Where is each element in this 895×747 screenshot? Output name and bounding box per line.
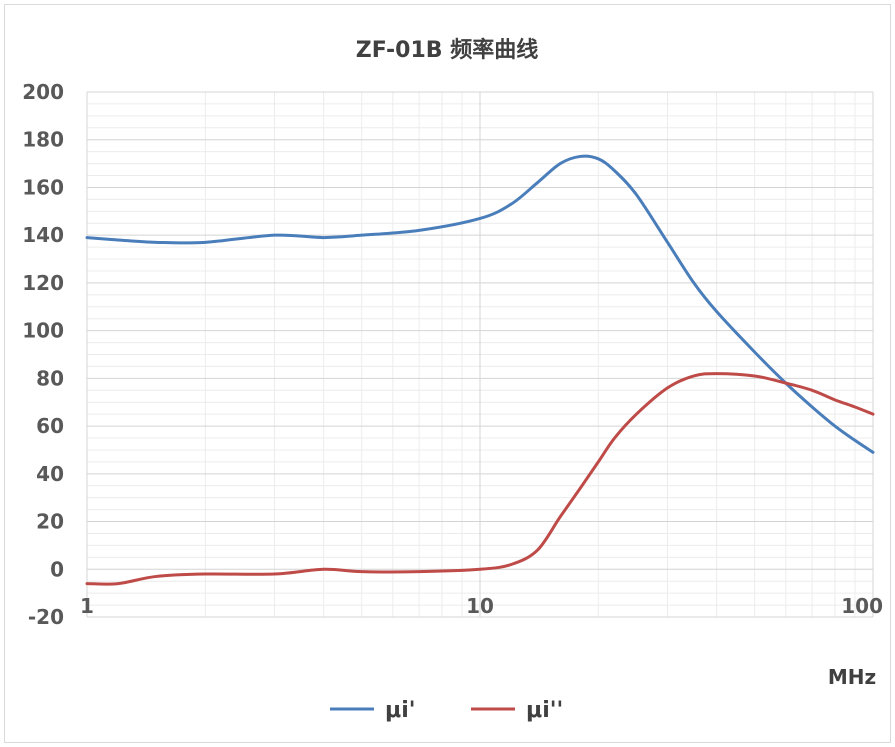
- legend-label-mu-i-prime: μi': [385, 698, 415, 723]
- y-tick-label: 140: [22, 223, 64, 247]
- x-tick-label: 100: [841, 594, 883, 618]
- y-tick-label: -20: [28, 605, 64, 629]
- y-tick-label: 20: [36, 510, 64, 534]
- y-tick-label: 60: [36, 414, 64, 438]
- y-tick-label: 100: [22, 319, 64, 343]
- series-lines: [85, 154, 875, 586]
- y-tick-label: 0: [50, 557, 64, 581]
- y-tick-label: 160: [22, 175, 64, 199]
- x-axis-unit-label: MHz: [828, 665, 876, 689]
- x-axis-tick-labels: 1 10 100: [80, 594, 883, 618]
- x-tick-label: 1: [80, 594, 94, 618]
- chart-title: ZF-01B 频率曲线: [356, 37, 538, 63]
- legend: μi' μi'': [330, 698, 563, 723]
- y-tick-label: 80: [36, 366, 64, 390]
- legend-label-mu-i-double-prime: μi'': [526, 698, 563, 723]
- y-tick-label: 40: [36, 462, 64, 486]
- y-tick-label: 200: [22, 80, 64, 104]
- series-line-mu-i-double-prime: [85, 372, 875, 586]
- y-tick-label: 120: [22, 271, 64, 295]
- x-tick-label: 10: [466, 594, 494, 618]
- major-gridlines: [86, 91, 874, 618]
- y-tick-label: 180: [22, 128, 64, 152]
